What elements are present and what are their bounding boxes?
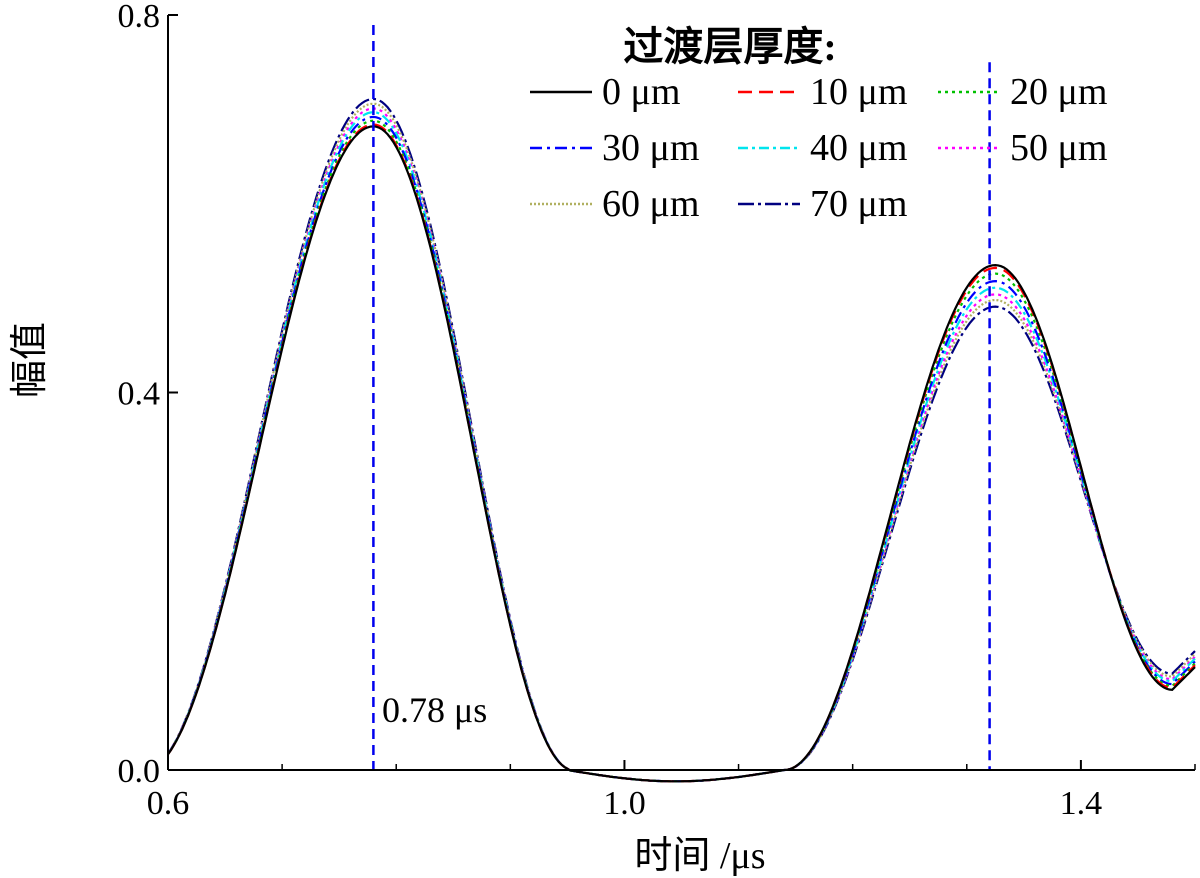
legend-entry: 0 μm [602, 71, 680, 113]
legend-entry: 30 μm [602, 127, 699, 169]
peak-annotation: 0.78 μs [382, 690, 487, 730]
y-tick-label: 0.4 [118, 376, 161, 413]
series-line [167, 125, 1196, 783]
y-axis-title: 幅值 [9, 322, 51, 398]
y-tick-label: 0.8 [118, 0, 161, 35]
legend-entry: 50 μm [1010, 127, 1107, 169]
legend-entry: 70 μm [810, 183, 907, 225]
x-tick-label: 1.0 [603, 785, 646, 822]
legend-entry: 40 μm [810, 127, 907, 169]
legend: 过渡层厚度: 0 μm 10 μm 20 μm 30 μm 40 μm 50 μm 60 μ… [530, 24, 1107, 225]
x-tick-label: 1.4 [1060, 785, 1103, 822]
series-curves [167, 97, 1196, 783]
y-tick-label: 0.0 [118, 753, 161, 790]
legend-entry: 60 μm [602, 183, 699, 225]
x-axis-title: 时间 /μs [634, 835, 765, 877]
x-tick-label: 0.6 [147, 785, 190, 822]
axis-ticks: 0.0 0.4 0.8 0.6 1.0 1.4 [118, 0, 1196, 822]
reference-lines [372, 25, 991, 770]
legend-title: 过渡层厚度: [623, 24, 836, 69]
legend-entry: 20 μm [1010, 71, 1107, 113]
legend-entry: 10 μm [810, 71, 907, 113]
